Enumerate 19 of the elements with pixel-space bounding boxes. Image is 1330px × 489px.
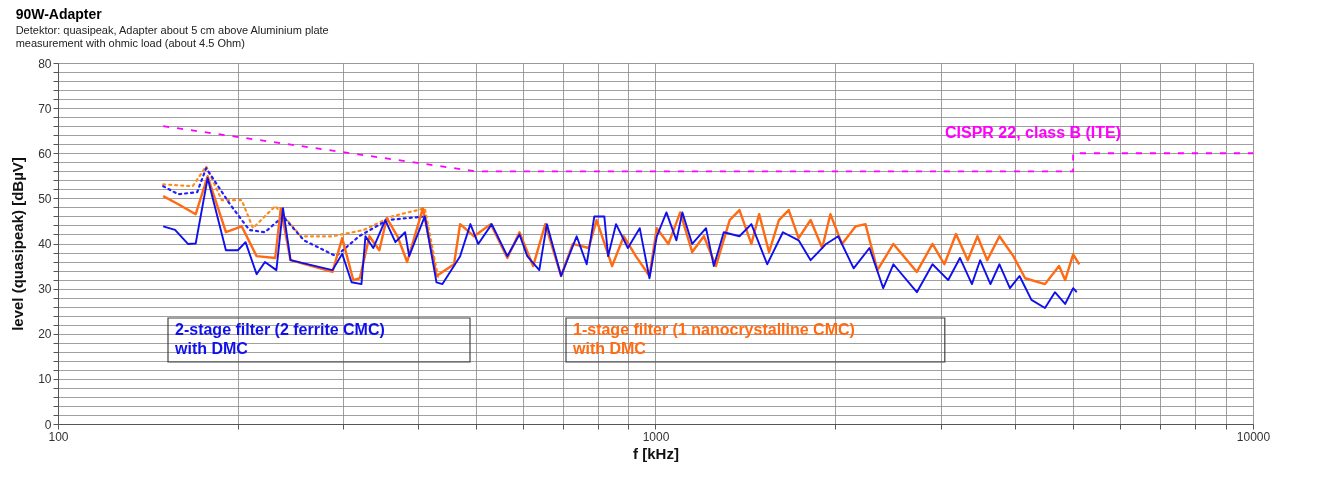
x-axis-title: f [kHz]	[633, 444, 679, 462]
x-tick-label: 100	[48, 429, 69, 444]
y-tick-label: 20	[38, 327, 52, 342]
y-tick-label: 70	[38, 101, 52, 116]
series-label: CISPR 22, class B (ITE)	[945, 124, 1122, 141]
text: 1-stage filter (1 nanocrystalline CMC) with DMC	[572, 321, 855, 357]
y-tick-label: 80	[38, 56, 52, 71]
y-tick-label: 10	[38, 372, 52, 387]
y-tick-label: 30	[38, 282, 52, 297]
y-axis-title: level (quasipeak) [dBµV]	[9, 157, 27, 331]
text: 2-stage filter (2 ferrite CMC) with DMC	[174, 321, 385, 357]
x-tick-label: 10000	[1236, 429, 1271, 444]
x-tick-label: 1000	[642, 429, 670, 444]
y-tick-label: 60	[38, 146, 52, 161]
chart-title: 90W-Adapter	[15, 6, 103, 22]
y-tick-label: 50	[38, 191, 52, 206]
y-tick-label: 40	[38, 237, 52, 251]
y-tick-label: 0	[44, 417, 52, 432]
chart-subtitle: Detektor: quasipeak, Adapter about 5 cm above Aluminium plate measurement with ohmic load (about 4.5 Ohm)	[15, 24, 329, 49]
